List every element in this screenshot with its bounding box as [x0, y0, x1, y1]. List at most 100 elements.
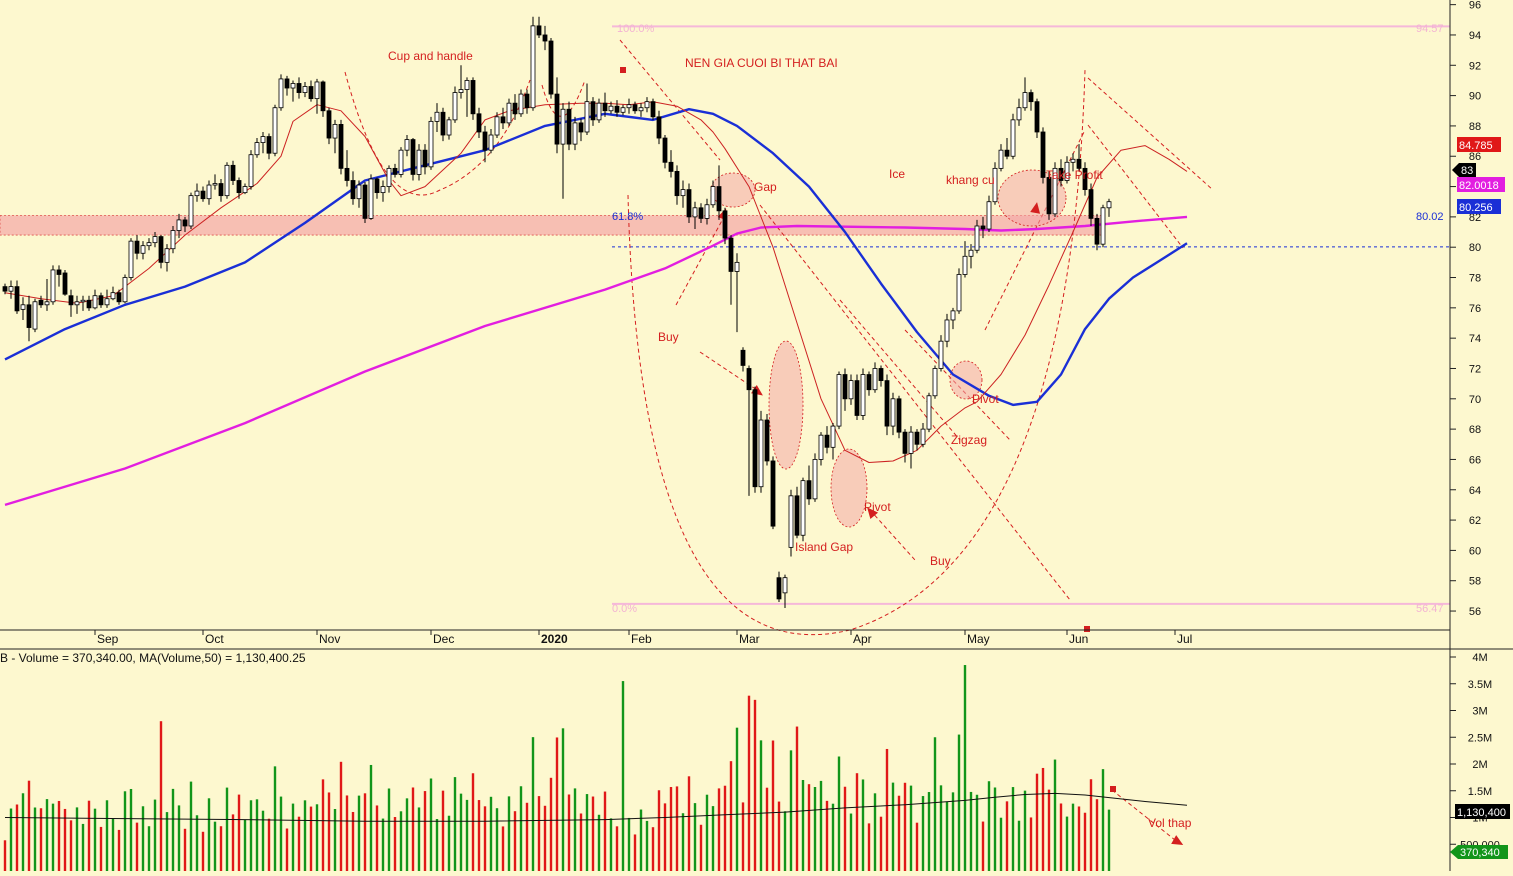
candle — [650, 98, 656, 120]
volume-bar — [285, 828, 289, 871]
volume-bar — [333, 808, 337, 871]
candle-body — [1100, 207, 1106, 245]
candle-body — [146, 242, 152, 247]
volume-bar — [123, 791, 127, 871]
volume-bar — [1041, 767, 1045, 871]
buy-arrow-line-3 — [869, 509, 916, 561]
candle-body — [848, 380, 854, 400]
candle-body — [410, 139, 416, 175]
candle — [452, 86, 458, 123]
candle-body — [152, 236, 158, 244]
candle — [254, 138, 260, 158]
ma-short-layer — [4, 101, 1188, 463]
candle — [122, 274, 128, 304]
ice-label: Ice — [889, 167, 905, 181]
volume-bar — [1107, 809, 1111, 871]
marker-jun — [1084, 626, 1090, 632]
candle — [794, 486, 800, 539]
candle — [38, 295, 44, 308]
candle — [854, 374, 860, 421]
candle — [428, 116, 434, 170]
candle — [392, 163, 398, 178]
candle-body — [614, 105, 620, 113]
candle-body — [62, 272, 68, 295]
rise-channel — [984, 129, 1086, 331]
volume-bar — [645, 820, 649, 871]
candle-body — [326, 110, 332, 139]
candle-body — [746, 368, 752, 391]
volume-bar — [1059, 803, 1063, 871]
candle — [608, 101, 614, 114]
volume-bar — [897, 795, 901, 871]
volume-bar — [687, 776, 691, 871]
volume-bar — [819, 780, 823, 871]
candle — [446, 116, 452, 140]
candle — [566, 101, 572, 151]
candle-body — [284, 78, 290, 89]
candle-body — [860, 374, 866, 416]
khang-cu-label: khang cu — [946, 173, 995, 187]
volume-bar — [513, 811, 517, 871]
volume-bar — [111, 818, 115, 871]
candle-body — [518, 93, 524, 115]
candle-body — [254, 142, 260, 156]
candle-body — [944, 319, 950, 342]
candle-body — [1106, 201, 1112, 209]
candle-body — [50, 269, 56, 303]
volume-bar — [63, 808, 67, 871]
badge-ma-long-text: 82.0018 — [1459, 180, 1499, 192]
candle — [44, 279, 50, 311]
candle-body — [734, 261, 740, 272]
volume-bar — [3, 840, 7, 871]
arrow-pivot-low — [867, 507, 879, 520]
volume-bar — [405, 798, 409, 871]
candle — [962, 241, 968, 278]
candle-body — [902, 431, 908, 454]
candle — [644, 97, 650, 113]
candle — [776, 571, 782, 602]
candle — [1064, 156, 1070, 184]
candle-body — [644, 101, 650, 109]
candle-body — [506, 102, 512, 124]
candle-body — [590, 101, 596, 121]
price-tick-label: 88 — [1469, 121, 1481, 133]
volume-bar — [345, 795, 349, 871]
candle-body — [332, 124, 338, 139]
volume-bar — [885, 748, 889, 871]
candle — [314, 78, 320, 114]
volume-bar — [555, 737, 559, 871]
candle-body — [116, 292, 122, 303]
candle-body — [350, 180, 356, 200]
candle-body — [482, 131, 488, 151]
candle — [734, 253, 740, 333]
candle-body — [836, 374, 842, 427]
candle — [752, 386, 758, 493]
candle — [902, 429, 908, 463]
candle-body — [800, 480, 806, 536]
cup-curve — [344, 71, 531, 196]
badge-last-close-text: 83 — [1461, 165, 1473, 177]
cup-and-handle-label: Cup and handle — [388, 49, 473, 63]
candle — [878, 365, 884, 387]
candle-body — [752, 389, 758, 488]
volume-bar — [579, 813, 583, 871]
ma-long-layer — [4, 215, 1188, 507]
fib-bottom-label: 0.0% — [612, 603, 637, 615]
volume-bar — [471, 773, 475, 871]
candle-body — [782, 577, 788, 594]
volume-bar — [441, 790, 445, 871]
volume-bar — [813, 787, 817, 871]
candle — [806, 465, 812, 505]
volume-bar — [933, 737, 937, 871]
buy-arrow-line-1 — [675, 214, 726, 306]
candle-body — [1046, 177, 1052, 215]
volume-bar — [723, 785, 727, 871]
candle-body — [1040, 131, 1046, 178]
volume-bar — [105, 800, 109, 871]
volume-bar — [717, 788, 721, 871]
nen-gia-label: NEN GIA CUOI BI THAT BAI — [685, 56, 838, 70]
candle-body — [80, 299, 86, 303]
volume-bar — [873, 793, 877, 871]
candle — [1100, 204, 1106, 248]
volume-bar — [261, 810, 265, 871]
